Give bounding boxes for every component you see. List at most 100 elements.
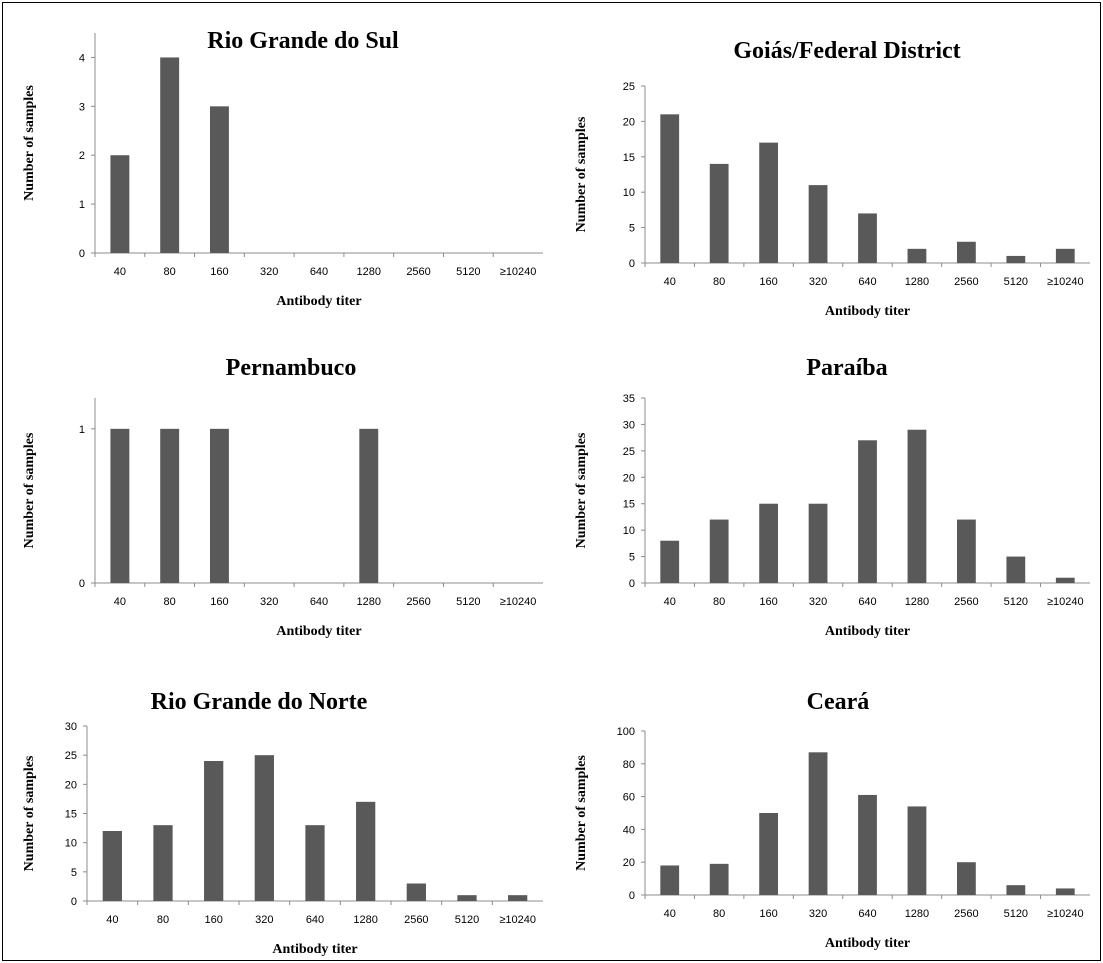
y-tick-label: 30 [65,721,77,733]
x-tick-label: ≥10240 [500,266,537,278]
x-tick-label: 640 [858,276,876,288]
y-tick-label: 15 [623,499,635,511]
x-tick-label: 2560 [954,276,978,288]
x-tick-label: 40 [664,276,676,288]
y-tick-label: 0 [629,578,635,590]
y-axis-label: Number of samples [574,432,589,548]
x-tick-label: 5120 [456,596,480,608]
x-tick-label: 5120 [456,266,480,278]
y-tick-label: 10 [65,838,77,850]
bar [457,895,477,901]
bar [759,503,779,583]
bar [209,106,229,253]
chart-panel: Ceará Number of samples Antibody titer 0 20 4… [574,689,1090,951]
x-axis-label: Antibody titer [276,624,361,639]
x-axis-label: Antibody titer [276,294,361,309]
x-tick-label: 40 [114,596,126,608]
y-tick-label: 0 [79,578,85,590]
x-tick-label: 160 [759,596,777,608]
x-tick-label: 5120 [1004,908,1028,920]
x-tick-label: 640 [858,908,876,920]
x-axis-label: Antibody titer [825,936,910,951]
y-tick-label: 40 [623,824,635,836]
x-tick-label: ≥10240 [1047,596,1084,608]
x-tick-label: 160 [210,266,228,278]
y-tick-label: 0 [71,896,77,908]
x-tick-label: ≥10240 [1047,908,1084,920]
x-tick-label: 640 [310,266,328,278]
x-tick-label: 1280 [353,914,377,926]
chart-title: Ceará [807,689,870,715]
x-tick-label: 320 [255,914,273,926]
y-tick-label: 5 [629,552,635,564]
y-tick-label: 0 [79,248,85,260]
x-tick-label: 80 [713,596,725,608]
x-axis-label: Antibody titer [825,304,910,319]
x-tick-label: 2560 [406,596,430,608]
y-tick-label: 25 [65,750,77,762]
bar [1006,556,1026,583]
bar [808,752,828,895]
bar [153,825,173,901]
y-tick-label: 15 [65,809,77,821]
x-tick-label: 320 [809,276,827,288]
x-tick-label: 40 [664,596,676,608]
x-tick-label: 640 [306,914,324,926]
chart-panel: Rio Grande do Sul Number of samples Antibo… [22,28,543,309]
y-tick-label: 25 [623,446,635,458]
chart-title: Goiás/Federal District [733,38,960,64]
y-tick-label: 10 [623,187,635,199]
x-tick-label: 2560 [954,596,978,608]
x-tick-label: 640 [310,596,328,608]
chart-panel: Pernambuco Number of samples Antibody tite… [22,355,543,639]
y-axis-label: Number of samples [22,432,37,548]
x-tick-label: 1280 [357,266,381,278]
y-axis-label: Number of samples [22,85,37,201]
bar [660,114,680,263]
y-tick-label: 5 [71,867,77,879]
y-tick-label: 60 [623,792,635,804]
x-tick-label: 40 [106,914,118,926]
x-tick-label: 640 [858,596,876,608]
x-tick-label: ≥10240 [499,914,536,926]
bar [1006,885,1026,895]
bar [956,241,976,263]
x-tick-label: 80 [713,908,725,920]
x-tick-label: 5120 [1004,276,1028,288]
bar [709,519,729,583]
bar [660,865,680,895]
x-tick-label: 320 [260,266,278,278]
x-tick-label: ≥10240 [500,596,537,608]
y-tick-label: 35 [623,393,635,405]
x-axis-label: Antibody titer [825,624,910,639]
bar [1006,255,1026,263]
x-tick-label: ≥10240 [1047,276,1084,288]
bar [110,155,130,253]
y-tick-label: 10 [623,525,635,537]
bar [204,761,224,901]
bar [660,540,680,583]
y-axis-label: Number of samples [22,755,37,871]
y-tick-label: 1 [79,199,85,211]
bar [907,248,927,263]
y-tick-label: 20 [623,116,635,128]
y-tick-label: 20 [623,857,635,869]
x-tick-label: 40 [664,908,676,920]
y-tick-label: 80 [623,759,635,771]
x-tick-label: 2560 [406,266,430,278]
bar [356,801,376,901]
y-tick-label: 0 [629,890,635,902]
x-tick-label: 320 [809,596,827,608]
chart-title: Rio Grande do Norte [151,689,368,715]
y-tick-label: 3 [79,101,85,113]
x-tick-label: 1280 [905,276,929,288]
y-tick-label: 100 [617,726,635,738]
y-tick-label: 30 [623,419,635,431]
bar [759,813,779,895]
x-axis-label: Antibody titer [272,942,357,957]
chart-title: Rio Grande do Sul [207,28,399,54]
bar [759,142,779,263]
bar [907,429,927,583]
x-tick-label: 160 [759,908,777,920]
